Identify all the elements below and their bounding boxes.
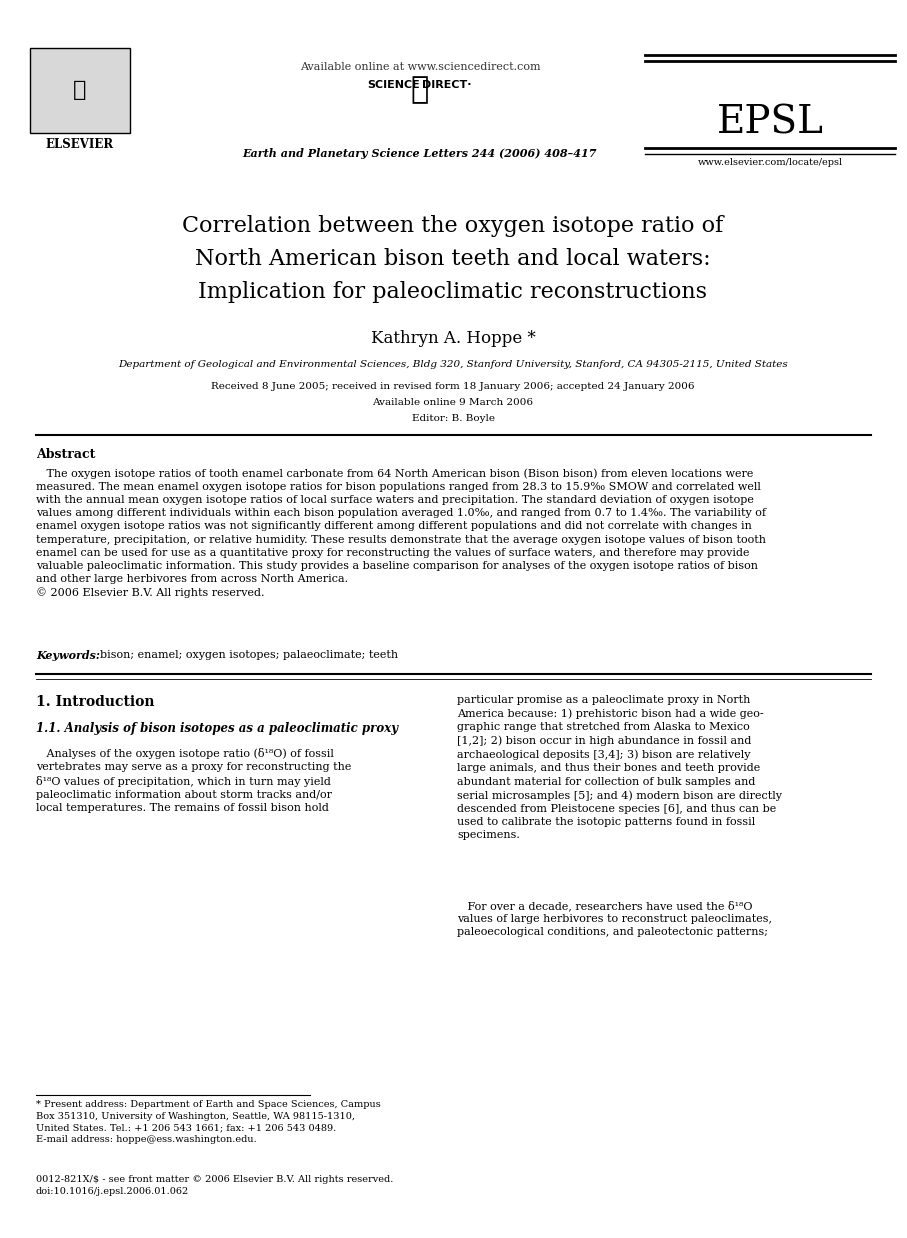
Text: EPSL: EPSL xyxy=(717,105,824,142)
Text: Available online 9 March 2006: Available online 9 March 2006 xyxy=(373,397,533,407)
Text: * Present address: Department of Earth and Space Sciences, Campus
Box 351310, Un: * Present address: Department of Earth a… xyxy=(36,1101,381,1144)
Text: The oxygen isotope ratios of tooth enamel carbonate from 64 North American bison: The oxygen isotope ratios of tooth ename… xyxy=(36,468,766,598)
Text: 1. Introduction: 1. Introduction xyxy=(36,695,154,709)
Text: SCIENCE: SCIENCE xyxy=(367,80,420,90)
Text: ELSEVIER: ELSEVIER xyxy=(46,137,114,151)
Text: Editor: B. Boyle: Editor: B. Boyle xyxy=(412,413,494,423)
Text: particular promise as a paleoclimate proxy in North
America because: 1) prehisto: particular promise as a paleoclimate pro… xyxy=(457,695,782,841)
Text: For over a decade, researchers have used the δ¹⁸O
values of large herbivores to : For over a decade, researchers have used… xyxy=(457,900,772,937)
Text: 0012-821X/$ - see front matter © 2006 Elsevier B.V. All rights reserved.
doi:10.: 0012-821X/$ - see front matter © 2006 El… xyxy=(36,1175,394,1196)
Text: 1.1. Analysis of bison isotopes as a paleoclimatic proxy: 1.1. Analysis of bison isotopes as a pal… xyxy=(36,722,398,735)
Text: Analyses of the oxygen isotope ratio (δ¹⁸O) of fossil
vertebrates may serve as a: Analyses of the oxygen isotope ratio (δ¹… xyxy=(36,748,351,813)
Text: North American bison teeth and local waters:: North American bison teeth and local wat… xyxy=(195,248,711,270)
FancyBboxPatch shape xyxy=(30,48,130,132)
Text: www.elsevier.com/locate/epsl: www.elsevier.com/locate/epsl xyxy=(697,158,843,167)
Text: 🌱: 🌱 xyxy=(73,80,87,100)
Text: ⓓ: ⓓ xyxy=(411,76,429,104)
Text: Implication for paleoclimatic reconstructions: Implication for paleoclimatic reconstruc… xyxy=(199,281,707,303)
Text: Kathryn A. Hoppe *: Kathryn A. Hoppe * xyxy=(371,331,535,347)
Text: Received 8 June 2005; received in revised form 18 January 2006; accepted 24 Janu: Received 8 June 2005; received in revise… xyxy=(211,383,695,391)
Text: Available online at www.sciencedirect.com: Available online at www.sciencedirect.co… xyxy=(299,62,541,72)
Text: Department of Geological and Environmental Sciences, Bldg 320, Stanford Universi: Department of Geological and Environment… xyxy=(118,360,788,369)
Text: bison; enamel; oxygen isotopes; palaeoclimate; teeth: bison; enamel; oxygen isotopes; palaeocl… xyxy=(100,650,398,660)
Text: Keywords:: Keywords: xyxy=(36,650,100,661)
Text: Correlation between the oxygen isotope ratio of: Correlation between the oxygen isotope r… xyxy=(182,215,724,236)
Text: Earth and Planetary Science Letters 244 (2006) 408–417: Earth and Planetary Science Letters 244 … xyxy=(243,149,597,158)
Text: DIRECT·: DIRECT· xyxy=(422,80,472,90)
Text: Abstract: Abstract xyxy=(36,448,95,461)
